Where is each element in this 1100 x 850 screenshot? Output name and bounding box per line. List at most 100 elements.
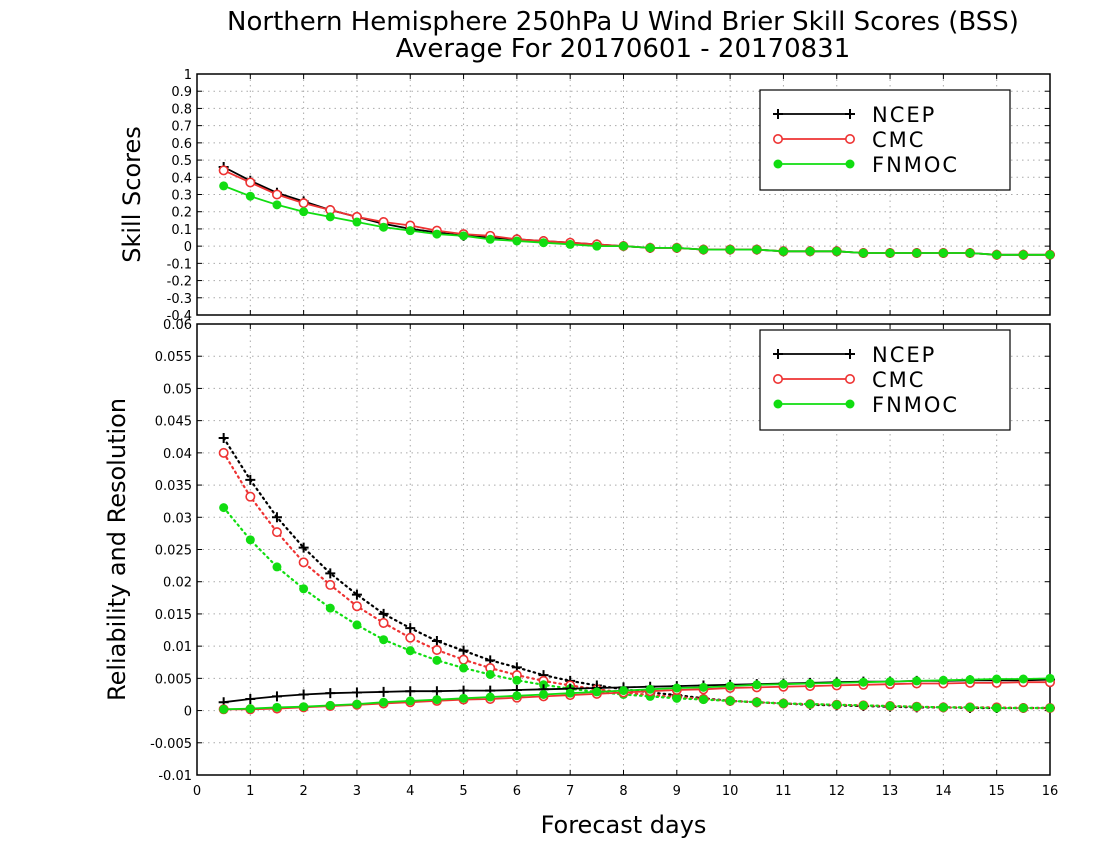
chart-title-line1: Northern Hemisphere 250hPa U Wind Brier …: [227, 7, 1019, 37]
bottom-point-cmc: [431, 645, 442, 656]
top-point-fnmoc: [485, 234, 495, 244]
top-ytick-label: 0.3: [171, 189, 192, 204]
top-point-fnmoc: [619, 241, 628, 251]
bottom-legend-marker-fnmoc: [845, 399, 855, 409]
top-point-fnmoc: [512, 236, 522, 246]
bottom-point-fnmoc: [432, 695, 442, 705]
top-point-fnmoc: [432, 229, 442, 239]
bottom-point-fnmoc: [1018, 674, 1028, 684]
bottom-legend-marker-fnmoc: [773, 399, 783, 409]
bottom-point-ncep: [351, 687, 362, 698]
bottom-legend-marker-cmc: [772, 373, 783, 384]
bottom-point-fnmoc: [565, 688, 575, 698]
bottom-point-ncep: [325, 688, 336, 699]
top-point-fnmoc: [379, 222, 389, 232]
bottom-point-fnmoc: [272, 702, 282, 712]
top-point-fnmoc: [565, 239, 575, 249]
top-ytick-label: -0.2: [167, 275, 192, 290]
top-frame: [196, 73, 1051, 316]
top-point-fnmoc: [672, 243, 682, 253]
bottom-point-fnmoc: [965, 675, 975, 685]
top-ytick-label: 0.4: [171, 171, 192, 186]
top-legend-marker-cmc: [844, 134, 855, 145]
bottom-point-fnmoc: [805, 679, 815, 689]
bottom-point-fnmoc: [459, 663, 469, 673]
top-legend-label-cmc: CMC: [872, 128, 925, 152]
bottom-legend-box: [759, 329, 1011, 431]
bottom-point-ncep: [431, 686, 442, 697]
bottom-point-fnmoc: [858, 700, 868, 710]
bottom-legend-label-fnmoc: FNMOC: [872, 393, 959, 417]
bottom-xtick-label: 13: [882, 784, 899, 799]
top-ytick-label: 0.5: [171, 154, 192, 169]
bottom-point-cmc: [378, 617, 389, 628]
top-legend-marker-fnmoc: [845, 159, 855, 169]
bottom-point-cmc: [351, 601, 362, 612]
bottom-point-ncep: [378, 608, 389, 619]
bottom-point-fnmoc: [805, 699, 815, 709]
top-ytick-label: 1: [184, 68, 192, 83]
top-point-fnmoc: [405, 226, 415, 236]
bottom-point-cmc: [245, 491, 256, 502]
top-legend-box: [759, 89, 1011, 191]
top-legend-label-fnmoc: FNMOC: [872, 153, 959, 177]
bottom-point-fnmoc: [325, 700, 335, 710]
top-point-fnmoc: [299, 207, 309, 217]
bottom-point-fnmoc: [938, 702, 948, 712]
bottom-point-fnmoc: [992, 674, 1002, 684]
bottom-ytick-label: 0.005: [155, 672, 192, 687]
bottom-xtick-label: 0: [193, 784, 201, 799]
bottom-point-fnmoc: [672, 683, 682, 693]
bottom-point-ncep: [431, 635, 442, 646]
top-point-fnmoc: [219, 181, 229, 191]
top-legend-marker-ncep: [845, 109, 855, 119]
bottom-legend-marker-ncep: [845, 349, 855, 359]
top-point-fnmoc: [592, 241, 602, 251]
bottom-point-fnmoc: [645, 684, 655, 694]
top-ytick-label: 0.1: [171, 223, 192, 238]
bottom-point-fnmoc: [832, 678, 842, 688]
top-point-fnmoc: [698, 245, 708, 255]
bottom-point-fnmoc: [485, 692, 495, 702]
bottom-ytick-label: 0.05: [163, 382, 192, 397]
bottom-ytick-label: 0.01: [163, 640, 192, 655]
bottom-xlabel: Forecast days: [541, 811, 707, 839]
bottom-ytick-label: -0.01: [158, 769, 192, 784]
bottom-legend-label-ncep: NCEP: [872, 343, 936, 367]
bottom-series-cmc-dotted: [218, 447, 1056, 713]
top-point-cmc: [298, 198, 309, 209]
bottom-point-fnmoc: [778, 698, 788, 708]
bottom-point-ncep: [405, 686, 416, 697]
bottom-ytick-label: 0.055: [155, 350, 192, 365]
bottom-point-fnmoc: [299, 702, 309, 712]
bottom-point-fnmoc: [485, 669, 495, 679]
bottom-line-fnmoc-dotted: [222, 506, 1052, 710]
bottom-point-fnmoc: [1045, 703, 1055, 713]
bottom-point-fnmoc: [698, 682, 708, 692]
bottom-xtick-label: 7: [566, 784, 574, 799]
top-point-cmc: [218, 165, 229, 176]
top-point-fnmoc: [858, 248, 868, 258]
bottom-point-fnmoc: [725, 681, 735, 691]
bottom-point-ncep: [298, 542, 309, 553]
bottom-frame: [196, 323, 1051, 776]
bottom-legend-marker-cmc: [844, 373, 855, 384]
bottom-xtick-label: 1: [246, 784, 254, 799]
top-legend-entry-cmc: CMC: [772, 128, 925, 152]
bottom-point-fnmoc: [352, 699, 362, 709]
top-point-fnmoc: [885, 248, 895, 258]
top-ytick-label: 0.8: [171, 102, 192, 117]
bottom-legend-label-cmc: CMC: [872, 368, 925, 392]
bottom-legend-entry-ncep: NCEP: [773, 343, 936, 367]
bottom-point-ncep: [245, 693, 256, 704]
bottom-point-ncep: [271, 512, 282, 523]
bottom-xtick-label: 11: [775, 784, 792, 799]
bottom-point-fnmoc: [219, 704, 229, 714]
top-legend-entry-ncep: NCEP: [773, 103, 934, 127]
bottom-ytick-label: 0.015: [155, 608, 192, 623]
bottom-ytick-label: 0.04: [163, 447, 192, 462]
bottom-point-fnmoc: [539, 689, 549, 699]
top-point-fnmoc: [805, 246, 815, 256]
top-legend-marker-fnmoc: [773, 159, 783, 169]
bottom-point-fnmoc: [965, 702, 975, 712]
